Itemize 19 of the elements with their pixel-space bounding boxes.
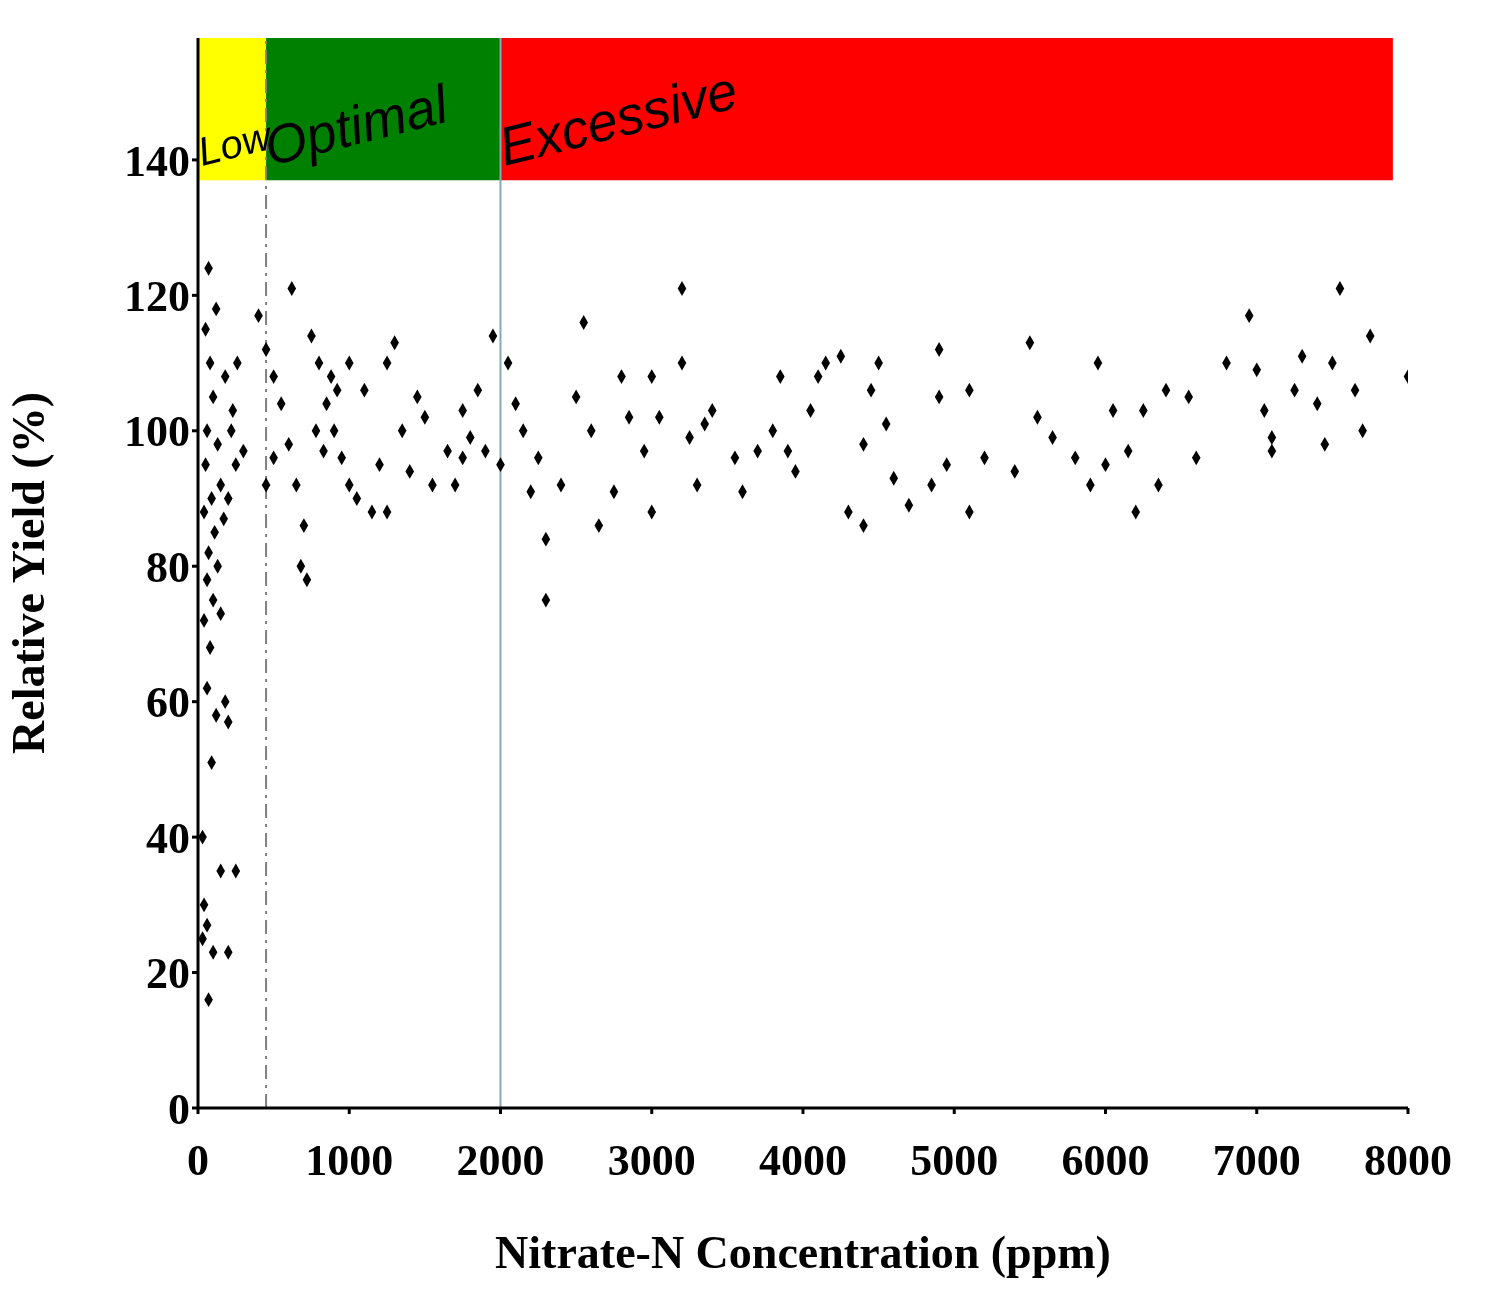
x-tick-label: 7000 xyxy=(1212,1136,1301,1186)
y-tick-label: 140 xyxy=(124,136,190,186)
y-tick-label: 120 xyxy=(124,271,190,321)
y-axis-title: Relative Yield (%) xyxy=(3,392,55,754)
x-tick-label: 1000 xyxy=(305,1136,394,1186)
x-tick-label: 2000 xyxy=(456,1136,545,1186)
x-tick-label: 6000 xyxy=(1061,1136,1150,1186)
x-tick-label: 8000 xyxy=(1364,1136,1452,1186)
x-axis-title: Nitrate-N Concentration (ppm) xyxy=(495,1227,1111,1278)
y-tick-label: 0 xyxy=(168,1084,190,1134)
y-tick-label: 100 xyxy=(124,407,190,457)
y-tick-label: 40 xyxy=(146,813,190,863)
y-tick-label: 20 xyxy=(146,949,190,999)
x-tick-label: 5000 xyxy=(910,1136,999,1186)
y-tick-label: 80 xyxy=(146,542,190,592)
x-tick-label: 3000 xyxy=(607,1136,696,1186)
x-tick-label: 4000 xyxy=(759,1136,847,1186)
y-tick-label: 60 xyxy=(146,678,190,728)
band-label: Excessive xyxy=(492,59,744,177)
